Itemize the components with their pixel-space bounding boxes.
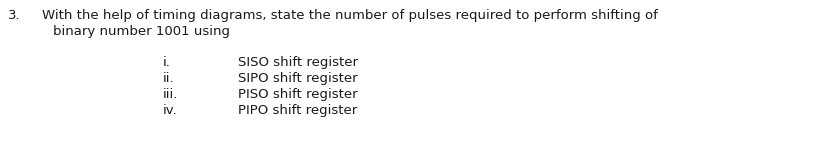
Text: SISO shift register: SISO shift register [238, 56, 358, 69]
Text: iii.: iii. [163, 88, 178, 101]
Text: binary number 1001 using: binary number 1001 using [53, 25, 230, 38]
Text: With the help of timing diagrams, state the number of pulses required to perform: With the help of timing diagrams, state … [42, 9, 657, 22]
Text: 3.: 3. [8, 9, 21, 22]
Text: PIPO shift register: PIPO shift register [238, 104, 358, 117]
Text: ii.: ii. [163, 72, 174, 85]
Text: iv.: iv. [163, 104, 178, 117]
Text: PISO shift register: PISO shift register [238, 88, 358, 101]
Text: SIPO shift register: SIPO shift register [238, 72, 358, 85]
Text: i.: i. [163, 56, 171, 69]
